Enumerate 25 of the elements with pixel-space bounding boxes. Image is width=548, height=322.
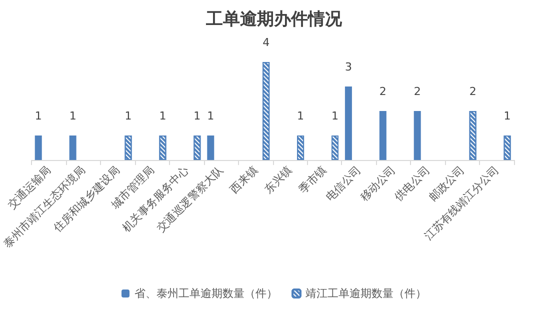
data-label: 1: [504, 110, 511, 122]
bar: [414, 111, 421, 160]
data-label: 1: [159, 110, 166, 122]
data-label: 2: [469, 85, 476, 98]
data-label: 4: [262, 36, 270, 49]
data-label: 1: [34, 110, 42, 122]
data-label: 1: [124, 110, 132, 122]
chart-title: 工单逾期办件情况: [205, 10, 343, 30]
legend-label: 靖江工单逾期数量（件）: [306, 287, 426, 300]
bar: [344, 86, 352, 160]
x-tick-label: 西来镇: [228, 163, 260, 196]
data-label: 2: [414, 85, 421, 98]
bar: [207, 136, 214, 160]
legend-label: 省、泰州工单逾期数量（件）: [134, 287, 278, 300]
data-label: 1: [207, 110, 214, 122]
data-label: 3: [344, 60, 352, 74]
data-label: 1: [69, 110, 76, 122]
bar: [69, 136, 76, 160]
data-label: 1: [332, 110, 338, 122]
x-tick-label: 东兴镇: [262, 163, 295, 196]
bar: [34, 136, 42, 160]
data-label: 1: [194, 110, 201, 122]
data-label: 2: [379, 85, 386, 98]
data-label: 1: [297, 110, 304, 122]
bar: [379, 111, 386, 160]
